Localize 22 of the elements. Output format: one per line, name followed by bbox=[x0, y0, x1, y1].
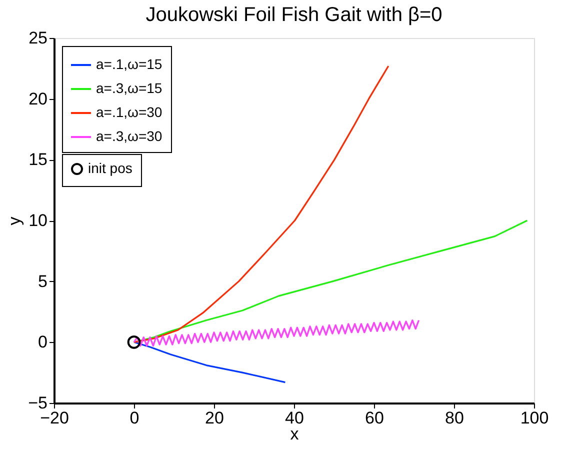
chart-title: Joukowski Foil Fish Gait with β=0 bbox=[146, 4, 442, 26]
x-tick-label: 0 bbox=[130, 408, 140, 428]
line-series bbox=[133, 341, 286, 384]
y-tick-label: 20 bbox=[28, 89, 48, 108]
x-tick-label: 60 bbox=[365, 408, 384, 428]
y-tick-label: 10 bbox=[28, 211, 48, 230]
legend-label: a=.1,ω=30 bbox=[96, 104, 162, 120]
legend-label: a=.3,ω=30 bbox=[96, 128, 162, 144]
x-tick-label: 100 bbox=[520, 408, 549, 428]
y-tick-label: 15 bbox=[28, 150, 48, 170]
x-tick-label: 20 bbox=[205, 408, 224, 428]
x-tick-label: 40 bbox=[285, 408, 304, 428]
legend-label: a=.3,ω=15 bbox=[96, 80, 162, 96]
legend-label: a=.1,ω=15 bbox=[96, 56, 162, 72]
y-axis-title: y bbox=[5, 216, 24, 226]
y-tick-label: 0 bbox=[38, 332, 48, 352]
legend-label: init pos bbox=[88, 160, 132, 176]
line-series bbox=[133, 319, 420, 347]
x-tick-label: 80 bbox=[445, 408, 464, 428]
x-axis-title: x bbox=[290, 424, 300, 444]
y-tick-label: 25 bbox=[28, 28, 48, 48]
y-tick-label: 5 bbox=[38, 272, 48, 291]
